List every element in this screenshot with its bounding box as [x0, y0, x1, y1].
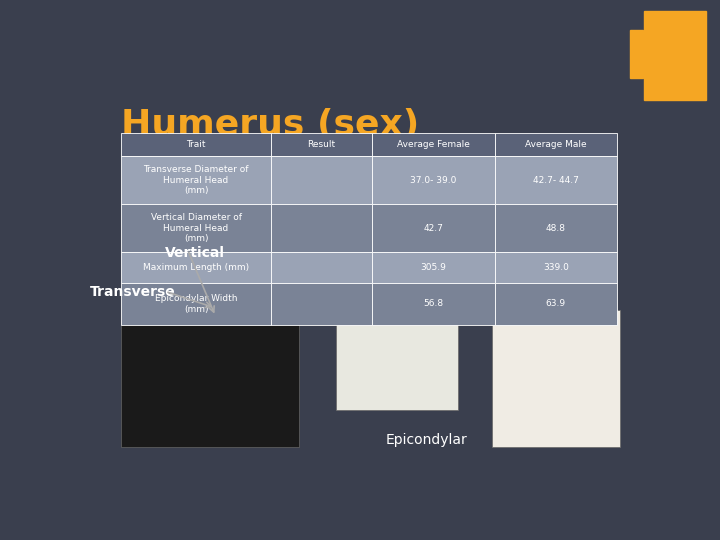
Text: 63.9: 63.9	[546, 299, 566, 308]
Bar	[271, 156, 372, 204]
Text: Vertical: Vertical	[166, 246, 225, 260]
Bar	[495, 204, 617, 252]
Bar	[372, 204, 495, 252]
Text: 37.0- 39.0: 37.0- 39.0	[410, 176, 456, 185]
Bar	[336, 319, 458, 410]
Text: 42.7- 44.7: 42.7- 44.7	[533, 176, 579, 185]
Bar	[372, 156, 495, 204]
Bar	[121, 252, 271, 283]
Bar	[121, 283, 271, 325]
Bar	[495, 283, 617, 325]
Bar	[271, 133, 372, 156]
Text: Vertical Diameter of
Humeral Head
(mm): Vertical Diameter of Humeral Head (mm)	[150, 213, 241, 243]
Bar	[121, 310, 300, 447]
Bar	[495, 156, 617, 204]
Text: Average Male: Average Male	[525, 140, 587, 150]
Bar	[271, 204, 372, 252]
Text: 42.7: 42.7	[423, 224, 443, 233]
Text: Transverse Diameter of
Humeral Head
(mm): Transverse Diameter of Humeral Head (mm)	[143, 165, 249, 195]
Text: Epicondylar: Epicondylar	[386, 433, 467, 447]
Bar	[495, 133, 617, 156]
Bar	[372, 283, 495, 325]
Text: Trait: Trait	[186, 140, 206, 150]
Bar	[495, 252, 617, 283]
Bar	[271, 283, 372, 325]
Bar	[271, 252, 372, 283]
Text: Transverse: Transverse	[90, 285, 176, 299]
Text: 305.9: 305.9	[420, 263, 446, 272]
Text: Result: Result	[307, 140, 336, 150]
Text: Maximum Length (mm): Maximum Length (mm)	[143, 263, 249, 272]
Bar	[121, 133, 271, 156]
Text: 48.8: 48.8	[546, 224, 566, 233]
Text: 339.0: 339.0	[543, 263, 569, 272]
Bar	[372, 252, 495, 283]
Bar	[372, 133, 495, 156]
Text: Epicondylar Width
(mm): Epicondylar Width (mm)	[155, 294, 238, 314]
Text: Humerus (sex): Humerus (sex)	[121, 109, 419, 143]
Text: Average Female: Average Female	[397, 140, 469, 150]
Text: 56.8: 56.8	[423, 299, 444, 308]
Bar	[121, 156, 271, 204]
Bar	[492, 310, 620, 447]
Bar	[121, 204, 271, 252]
